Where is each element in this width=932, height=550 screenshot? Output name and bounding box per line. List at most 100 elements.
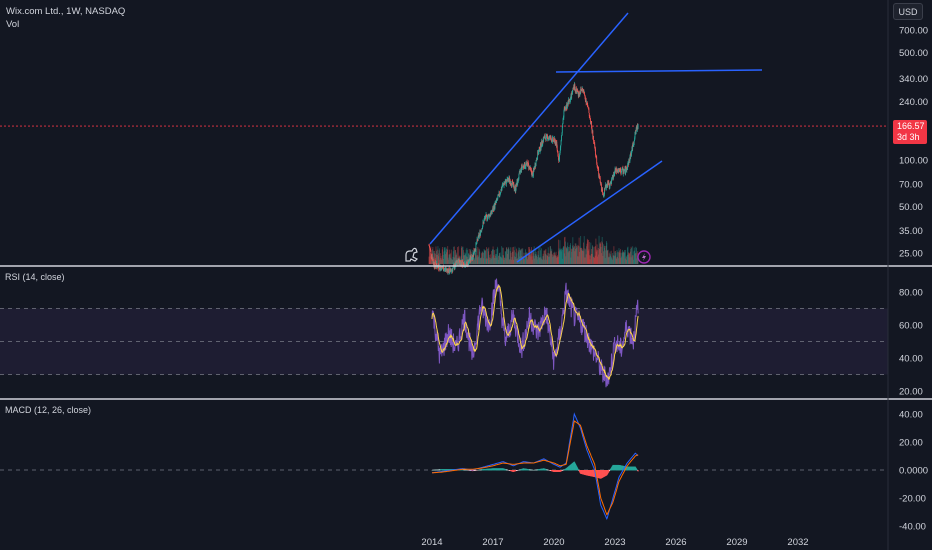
volume-bar: [511, 257, 513, 264]
volume-bar: [547, 255, 548, 264]
macd-series: [431, 412, 639, 521]
volume-bar: [614, 255, 616, 264]
volume-bar: [529, 247, 530, 264]
candle-body: [618, 170, 619, 172]
candle-body: [507, 178, 509, 182]
volume-bar: [566, 248, 568, 264]
candle-body: [474, 249, 476, 251]
volume-bar: [506, 248, 508, 264]
volume-bar: [441, 249, 443, 264]
volume-bar: [507, 249, 509, 264]
volume-bar: [437, 246, 439, 264]
candle-body: [437, 267, 438, 269]
volume-bar: [613, 246, 615, 264]
candle-body: [518, 173, 520, 180]
candle-body: [597, 166, 599, 169]
volume-bar: [569, 244, 571, 264]
candle-body: [594, 143, 596, 148]
candle-body: [589, 116, 591, 119]
volume-bar: [618, 250, 620, 264]
volume-bar: [464, 254, 466, 264]
candle-body: [450, 268, 452, 271]
volume-bar: [557, 255, 558, 264]
volume-bar: [608, 256, 609, 264]
candle-body: [631, 151, 632, 156]
candle-body: [449, 269, 451, 273]
volume-bar: [580, 247, 582, 264]
candle-body: [563, 117, 564, 119]
axis-labels: 700.00 500.00 340.00 240.00 100.00 70.00 50.00…: [421, 26, 928, 549]
volume-bar: [613, 251, 615, 264]
candle-body: [609, 183, 611, 187]
volume-bar: [488, 255, 490, 264]
volume-bar: [546, 254, 548, 264]
volume-bar: [451, 258, 453, 264]
volume-bar: [463, 255, 465, 264]
volume-bar: [621, 251, 623, 264]
volume-bar: [511, 247, 513, 264]
volume-bar: [502, 247, 504, 264]
volume-bar: [604, 258, 606, 264]
candle-body: [464, 266, 466, 268]
candle-body: [559, 154, 560, 160]
price-axis-tick: 35.00: [899, 226, 923, 237]
volume-bar: [482, 251, 483, 264]
volume-bar: [482, 252, 484, 264]
lightning-icon[interactable]: [637, 250, 651, 264]
volume-bar: [555, 251, 557, 264]
time-axis-tick: 2014: [421, 537, 442, 548]
price-axis-tick: 700.00: [899, 26, 928, 37]
candle-body: [435, 266, 437, 268]
volume-bar: [620, 249, 621, 264]
volume-bar: [449, 254, 451, 264]
volume-bar: [565, 246, 567, 264]
volume-bar: [441, 259, 442, 264]
volume-bar: [627, 247, 628, 264]
currency-button[interactable]: USD: [893, 3, 923, 20]
volume-bar: [556, 256, 558, 264]
volume-bar: [439, 257, 441, 264]
volume-bar: [446, 252, 447, 264]
volume-bar: [587, 250, 589, 264]
candle-body: [562, 118, 564, 124]
volume-bar: [522, 256, 523, 264]
volume-bar: [592, 246, 594, 264]
volume-bar: [557, 256, 559, 264]
candle-body: [451, 270, 453, 272]
volume-bar: [485, 259, 487, 264]
dino-icon[interactable]: [405, 247, 419, 262]
volume-bar: [579, 248, 581, 264]
candle-body: [596, 163, 598, 166]
volume-bar: [602, 251, 604, 264]
candle-body: [480, 231, 481, 236]
volume-bar: [551, 254, 553, 264]
candle-body: [593, 141, 595, 143]
candle-body: [597, 168, 599, 170]
candle-body: [626, 167, 627, 171]
volume-bar: [521, 248, 523, 264]
volume-bar: [614, 256, 616, 264]
candle-body: [600, 184, 602, 191]
candle-body: [625, 167, 627, 174]
candle-body: [521, 164, 523, 168]
candle-body: [606, 186, 607, 188]
volume-bar: [550, 250, 552, 264]
volume-bar: [505, 247, 507, 264]
candle-body: [608, 183, 610, 188]
volume-bar: [468, 253, 470, 264]
candle-body: [579, 93, 581, 95]
bar-countdown: 3d 3h: [897, 132, 920, 142]
volume-bar: [592, 247, 594, 264]
volume-bar: [502, 247, 503, 264]
candle-body: [538, 149, 540, 152]
volume-bar: [543, 250, 545, 264]
volume-bar: [465, 252, 467, 264]
candle-body: [595, 155, 597, 157]
candle-body: [528, 163, 530, 169]
volume-bar: [590, 255, 591, 264]
volume-bar: [538, 257, 540, 264]
candle-body: [592, 130, 594, 137]
volume-bar: [484, 250, 486, 264]
volume-bar: [464, 255, 466, 264]
volume-bar: [444, 254, 446, 264]
